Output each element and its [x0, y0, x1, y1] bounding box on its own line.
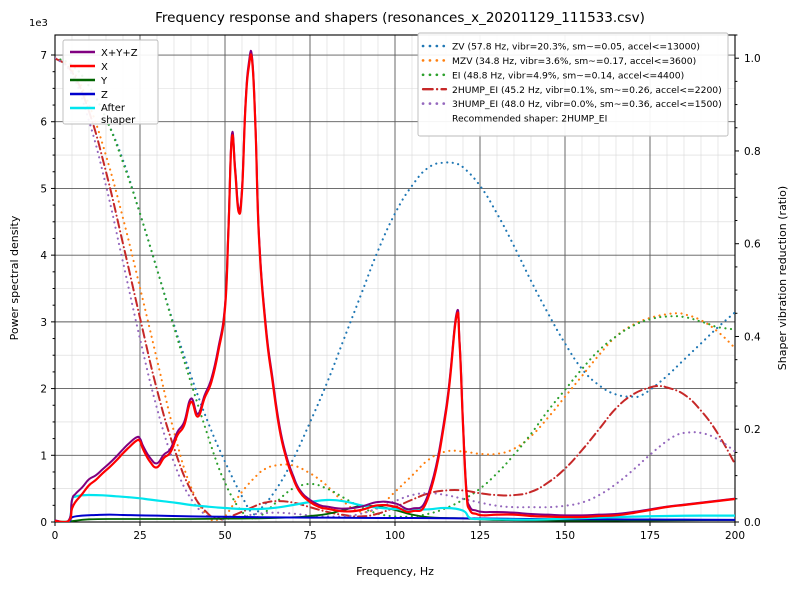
psd-curve-after-shaper [55, 493, 735, 522]
legend-label-x+y+z: X+Y+Z [101, 48, 138, 59]
legend-shapers[interactable]: ZV (57.8 Hz, vibr=20.3%, sm~=0.05, accel… [417, 32, 729, 137]
legend-label-z: Z [101, 90, 108, 101]
y2-tick-label: 0.2 [744, 424, 761, 436]
x-axis-ticks: 0 25 50 75 100 125 150 175 200 [51, 54, 745, 542]
shaper-curve-zv [55, 57, 735, 516]
shaper-curve-mzv [55, 57, 735, 522]
x-tick-label: 200 [725, 530, 745, 542]
legend-label-x: X [101, 62, 108, 73]
legend-label-zv: ZV (57.8 Hz, vibr=20.3%, sm~=0.05, accel… [452, 42, 700, 53]
y-tick-label: 0 [40, 517, 47, 529]
y-axis-exponent-label: 1e3 [29, 18, 48, 29]
y2-tick-label: 0.4 [744, 331, 761, 343]
x-tick-label: 0 [52, 530, 59, 542]
legend-label-2hump_ei: 2HUMP_EI (45.2 Hz, vibr=0.1%, sm~=0.26, … [452, 85, 722, 96]
psd-curve-z [55, 513, 735, 522]
legend-label-3hump_ei: 3HUMP_EI (48.0 Hz, vibr=0.0%, sm~=0.36, … [452, 99, 722, 110]
x-tick-label: 25 [133, 530, 146, 542]
y-tick-label: 4 [40, 250, 47, 262]
shaper-curve-3hump_ei [55, 57, 735, 521]
y2-tick-label: 0.0 [744, 517, 761, 529]
x-axis-label: Frequency, Hz [356, 565, 434, 578]
y-axis-label: Power spectral density [8, 215, 21, 340]
recommended-shaper-note: Recommended shaper: 2HUMP_EI [452, 114, 607, 125]
x-tick-label: 100 [385, 530, 405, 542]
y-tick-label: 3 [40, 317, 47, 329]
y-tick-label: 7 [40, 50, 47, 62]
y-tick-label: 2 [40, 384, 47, 396]
x-tick-label: 125 [470, 530, 490, 542]
y2-tick-label: 0.6 [744, 239, 761, 251]
page-title: Frequency response and shapers (resonanc… [155, 10, 645, 26]
y2-axis-label: Shaper vibration reduction (ratio) [776, 186, 789, 370]
x-tick-label: 75 [303, 530, 316, 542]
legend-label-y: Y [100, 76, 108, 87]
y2-tick-label: 0.8 [744, 146, 761, 158]
legend-label-after-shaper: After [101, 103, 126, 114]
y-tick-label: 1 [40, 450, 47, 462]
psd-curve-x [55, 53, 735, 522]
legend-label-after-shaper-line2: shaper [101, 115, 136, 126]
legend-label-mzv: MZV (34.8 Hz, vibr=3.6%, sm~=0.17, accel… [452, 56, 696, 67]
y2-axis-ticks: 0.0 0.2 0.4 0.6 0.8 1.0 [735, 34, 761, 529]
x-tick-label: 150 [555, 530, 575, 542]
y-tick-label: 6 [40, 117, 47, 129]
y-tick-label: 5 [40, 183, 47, 195]
y-axis-ticks: 0 1 2 3 4 5 6 7 [40, 50, 47, 529]
shaper-curve-2hump_ei [55, 57, 735, 521]
x-tick-label: 175 [640, 530, 660, 542]
y2-tick-label: 1.0 [744, 53, 761, 65]
legend-label-ei: EI (48.8 Hz, vibr=4.9%, sm~=0.14, accel<… [452, 70, 684, 81]
x-tick-label: 50 [218, 530, 231, 542]
data-series-layer [55, 49, 735, 522]
